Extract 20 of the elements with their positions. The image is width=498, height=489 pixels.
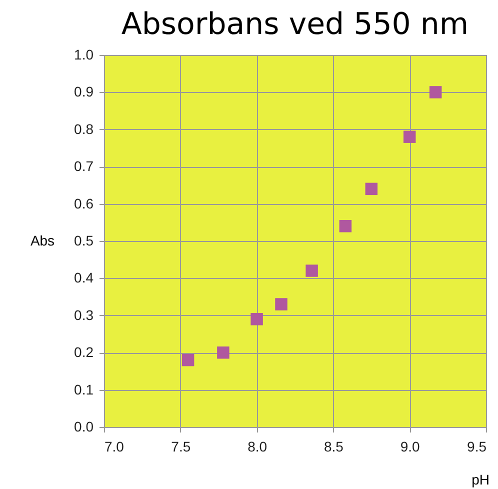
y-tick-label: 0.9 [74, 84, 94, 100]
chart-title: Absorbans ved 550 nm [121, 7, 469, 42]
y-tick-label: 0.6 [74, 195, 94, 212]
x-tick-label: 9.0 [400, 438, 420, 454]
x-axis-title: pH [472, 472, 490, 488]
y-tick-label: 0.2 [74, 344, 94, 360]
y-tick-label: 0.1 [74, 381, 94, 398]
y-tick-label: 0.3 [74, 306, 94, 323]
x-tick-label: 7.5 [171, 438, 191, 454]
y-tick-label: 0.8 [74, 120, 94, 137]
y-tick-label: 0.7 [74, 158, 94, 174]
y-tick-label: 0.5 [74, 232, 94, 248]
y-tick-label: 0.4 [74, 270, 94, 286]
y-axis-title: Abs [30, 232, 55, 248]
x-tick-label: 7.0 [104, 438, 124, 454]
x-tick-label: 8.0 [248, 438, 268, 454]
x-tick-label: 9.5 [467, 438, 487, 454]
x-tick-label: 8.5 [324, 438, 344, 454]
y-tick-label: 0.0 [74, 418, 94, 434]
y-tick-label: 1.0 [74, 46, 94, 62]
